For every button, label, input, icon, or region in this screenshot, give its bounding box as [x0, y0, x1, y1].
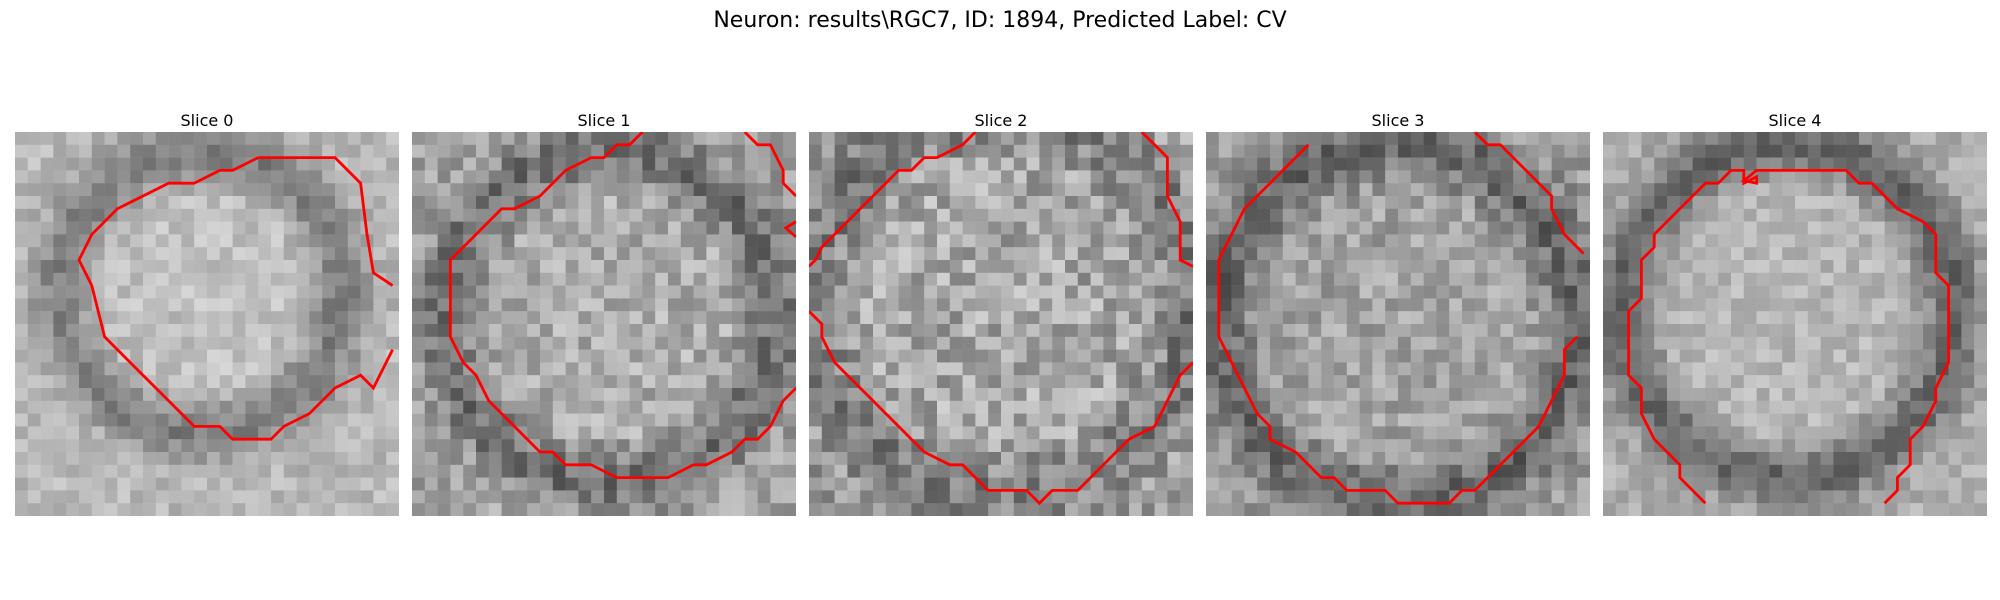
slice-image	[412, 132, 796, 516]
contour-line	[1473, 132, 1585, 255]
grayscale-pixels	[412, 132, 796, 516]
contour-line-main	[1627, 168, 1951, 505]
contour-line-main	[448, 132, 796, 480]
contour-line	[783, 220, 796, 239]
grayscale-pixels	[1206, 132, 1590, 516]
slice-title: Slice 1	[577, 111, 631, 130]
slice-image	[1206, 132, 1590, 516]
slice-panel: Slice 0	[15, 110, 399, 516]
slice-image	[809, 132, 1193, 516]
grayscale-pixels	[15, 132, 399, 516]
slice-image	[1603, 132, 1987, 516]
contour-line	[743, 132, 796, 197]
slice-title: Slice 2	[974, 111, 1028, 130]
contour-line	[1140, 132, 1193, 268]
slice-title: Slice 4	[1768, 111, 1822, 130]
slice-panel: Slice 1	[412, 110, 796, 516]
slice-title: Slice 3	[1371, 111, 1425, 130]
slice-image	[15, 132, 399, 516]
slice-panel: Slice 4	[1603, 110, 1987, 516]
grayscale-pixels	[1603, 132, 1987, 516]
contour-line	[809, 310, 1193, 506]
contour-line	[258, 156, 394, 287]
contour-line-main	[1217, 143, 1579, 505]
slice-panel: Slice 2	[809, 110, 1193, 516]
grayscale-pixels	[809, 132, 1193, 516]
contour-line-main	[809, 132, 977, 268]
slice-title: Slice 0	[180, 111, 234, 130]
contour-line-main	[77, 156, 394, 441]
figure-title: Neuron: results\RGC7, ID: 1894, Predicte…	[713, 8, 1287, 33]
slice-panel: Slice 3	[1206, 110, 1590, 516]
